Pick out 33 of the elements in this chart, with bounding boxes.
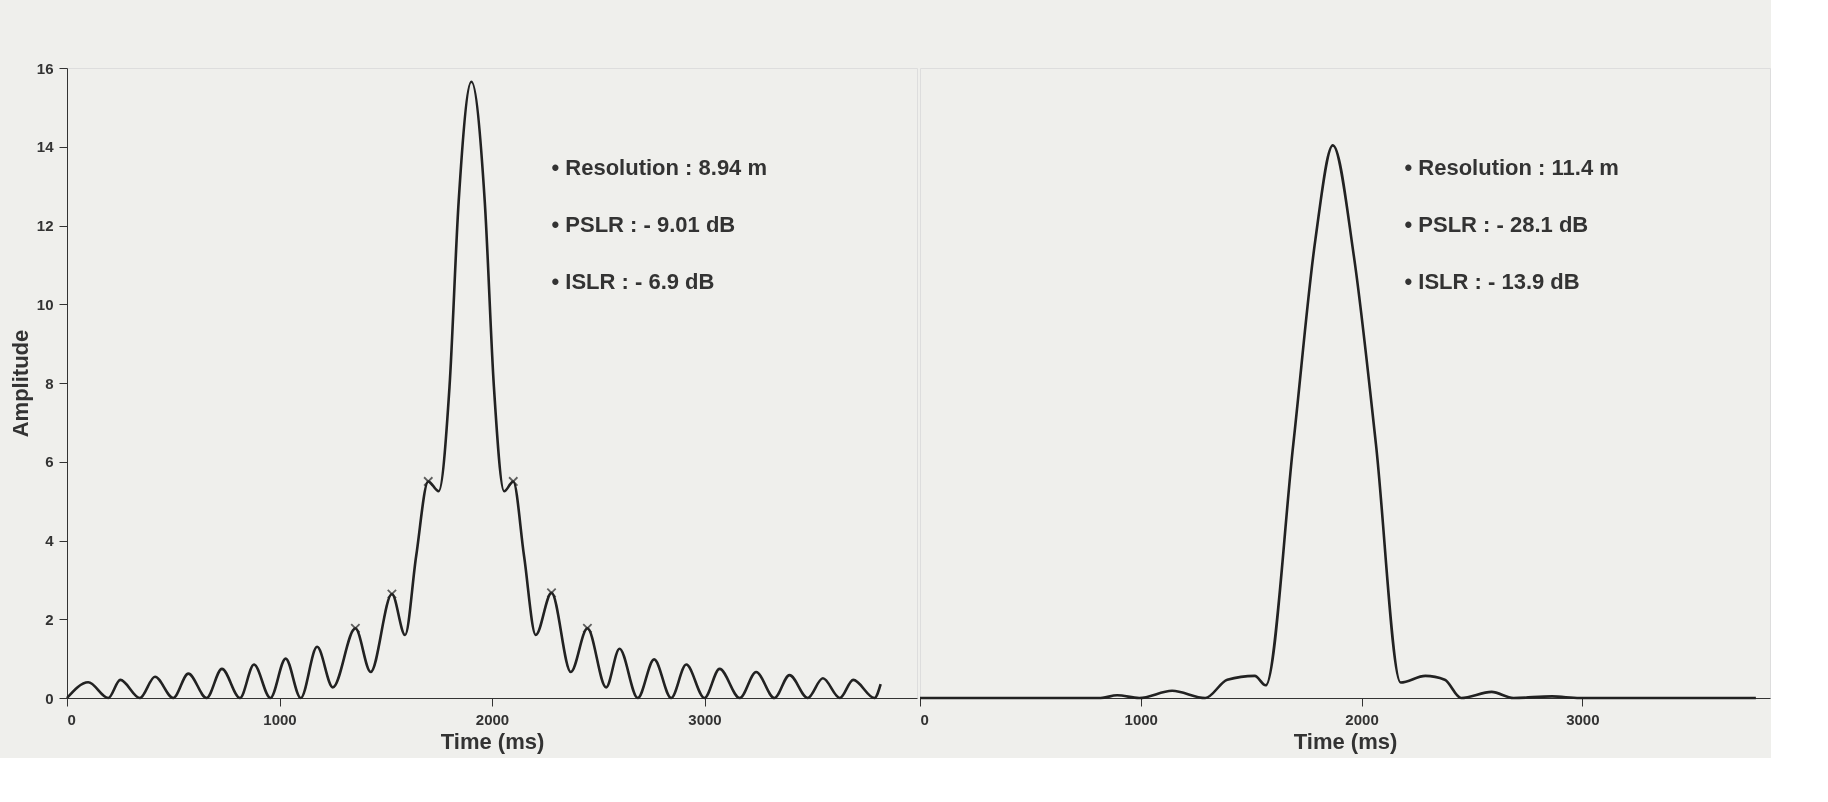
annotation: • PSLR : - 28.1 dB <box>1404 212 1589 237</box>
y-tick-label: 12 <box>36 217 54 234</box>
y-tick-label: 2 <box>45 610 54 628</box>
x-tick-label: 2000 <box>1345 710 1379 728</box>
y-tick-label: 16 <box>36 59 54 77</box>
point <box>423 476 434 487</box>
point <box>508 476 519 487</box>
x-tick-label: 1000 <box>1124 710 1158 728</box>
point <box>582 623 593 634</box>
annotation: • ISLR : - 6.9 dB <box>551 269 715 294</box>
point <box>546 587 557 598</box>
point <box>386 588 397 600</box>
x-tick-label: 1000 <box>263 710 297 728</box>
annotation: • Resolution : 11.4 m <box>1404 155 1619 180</box>
y-tick-label: 10 <box>36 295 54 313</box>
y-tick-label: 4 <box>45 532 55 549</box>
annotation: • Resolution : 8.94 m <box>551 155 768 180</box>
x-axis-title: Time (ms) <box>440 728 545 754</box>
x-tick-label: 2000 <box>475 710 510 728</box>
y-tick-label: 8 <box>45 374 54 392</box>
x-tick-label: 3000 <box>688 710 722 728</box>
annotation: • ISLR : - 13.9 dB <box>1404 269 1580 294</box>
x-axis-title: Time (ms) <box>1293 728 1398 754</box>
annotation: • PSLR : - 9.01 dB <box>551 212 736 237</box>
y-tick-label: 6 <box>45 453 54 471</box>
y-axis-title: Amplitude <box>7 329 33 438</box>
x-tick-label: 3000 <box>1566 710 1600 728</box>
line-series <box>65 80 882 700</box>
y-tick-label: 0 <box>45 689 54 707</box>
y-tick-label: 14 <box>36 138 55 156</box>
point <box>350 623 361 634</box>
x-tick-label: 0 <box>920 710 929 728</box>
x-tick-label: 0 <box>67 710 76 728</box>
